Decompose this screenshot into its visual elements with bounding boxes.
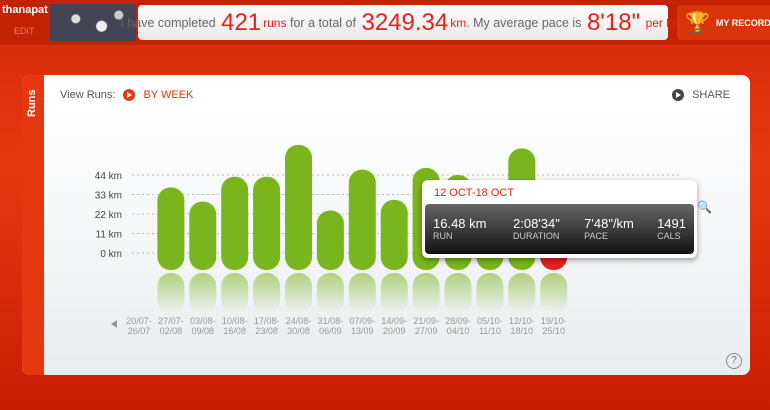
y-tick-label: 33 km [95,191,122,202]
my-records-button[interactable]: 🏆 MY RECORDS [677,5,770,40]
x-tick-label: 18/10 [511,326,534,336]
runs-unit: runs [263,15,287,30]
run-label: RUN [433,231,453,241]
x-tick-label: 28/09- [445,316,471,326]
bar [157,187,185,270]
bar-reflection [189,273,217,313]
x-tick-label: 19/10- [541,316,567,326]
y-tick-label: 44 km [95,171,122,182]
bar [285,144,312,270]
x-tick-label: 05/10- [477,316,503,326]
x-tick-label: 09/08 [192,326,215,336]
bar [316,210,344,270]
x-tick-label: 12/10- [509,316,535,326]
bar-reflection [157,273,185,313]
cals-label: CALS [657,231,681,241]
bar-reflection [253,273,281,313]
x-tick-label: 20/07- [126,316,152,326]
avatar[interactable] [50,4,136,41]
by-week-toggle[interactable]: BY WEEK [143,89,194,101]
x-tick-label: 17/08- [254,316,280,326]
bar-reflection [380,273,408,313]
bar [253,176,281,270]
share-label: SHARE [692,89,730,101]
stats-text: My average pace is [473,15,582,30]
records-label: MY RECORDS [715,17,770,28]
bar-reflection [412,273,440,313]
x-tick-label: 24/08- [286,316,312,326]
x-tick-label: 25/10 [542,326,565,336]
duration-label: DURATION [513,231,560,241]
distance-unit: km. [450,15,470,30]
prev-arrow-icon[interactable] [111,320,117,328]
x-tick-label: 16/08 [223,326,246,336]
x-tick-label: 11/10 [479,326,501,336]
x-tick-label: 06/09 [319,326,342,336]
help-button[interactable]: ? [726,353,742,369]
zoom-icon[interactable]: 🔍 [697,200,712,214]
bar-reflection [348,273,376,313]
play-icon [672,89,685,101]
view-runs-label: View Runs: [60,89,116,101]
run-calories: 1491 [657,216,686,231]
x-tick-label: 21/09- [413,316,439,326]
x-tick-label: 20/09 [383,326,406,336]
y-tick-label: 0 km [100,249,122,260]
bar-reflection [508,273,536,313]
runs-tab[interactable]: Runs [22,75,44,375]
run-pace: 7'48"/km [584,216,634,231]
x-tick-label: 27/09 [415,326,438,336]
bar [348,169,376,270]
x-tick-label: 03/08- [190,316,216,326]
x-tick-label: 31/08- [318,316,344,326]
tooltip-date: 12 OCT-18 OCT [434,187,515,199]
stats-text: for a total of [289,15,356,30]
average-pace: 8'18" [586,8,641,36]
run-distance: 16.48 km [433,216,487,231]
y-tick-label: 11 km [96,230,123,241]
bar-reflection [476,273,504,313]
pace-unit: per km. [645,15,686,30]
bar-reflection [316,273,344,313]
bar [221,176,249,270]
x-tick-label: 26/07 [128,326,151,336]
pace-label: PACE [584,231,608,241]
x-tick-label: 14/09- [381,316,407,326]
x-tick-label: 27/07- [158,316,184,326]
username: thanapat [2,4,48,16]
bar [380,199,408,270]
x-tick-label: 23/08 [255,326,278,336]
stats-banner: I have completed 421 runs for a total of… [120,5,686,40]
total-distance: 3249.34 [361,8,449,36]
bar-reflection [285,273,312,313]
x-tick-label: 30/08 [287,326,310,336]
y-tick-label: 22 km [95,210,122,221]
x-tick-label: 04/10 [447,326,470,336]
bar [189,201,217,270]
bar-reflection [540,273,568,313]
stats-text: I have completed [120,15,216,30]
edit-link[interactable]: EDIT [14,26,35,36]
bar-reflection [444,273,472,313]
bar-reflection [221,273,249,313]
x-tick-label: 10/08- [222,316,248,326]
x-tick-label: 07/09- [350,316,376,326]
runs-count: 421 [221,8,262,36]
share-button[interactable]: SHARE [672,89,730,101]
run-duration: 2:08'34" [513,216,560,231]
week-tooltip: 12 OCT-18 OCT 16.48 km RUN 2:08'34" DURATI… [422,180,697,258]
x-tick-label: 13/09 [351,326,374,336]
trophy-icon: 🏆 [685,12,710,34]
x-tick-label: 02/08 [160,326,183,336]
play-icon [123,89,136,101]
